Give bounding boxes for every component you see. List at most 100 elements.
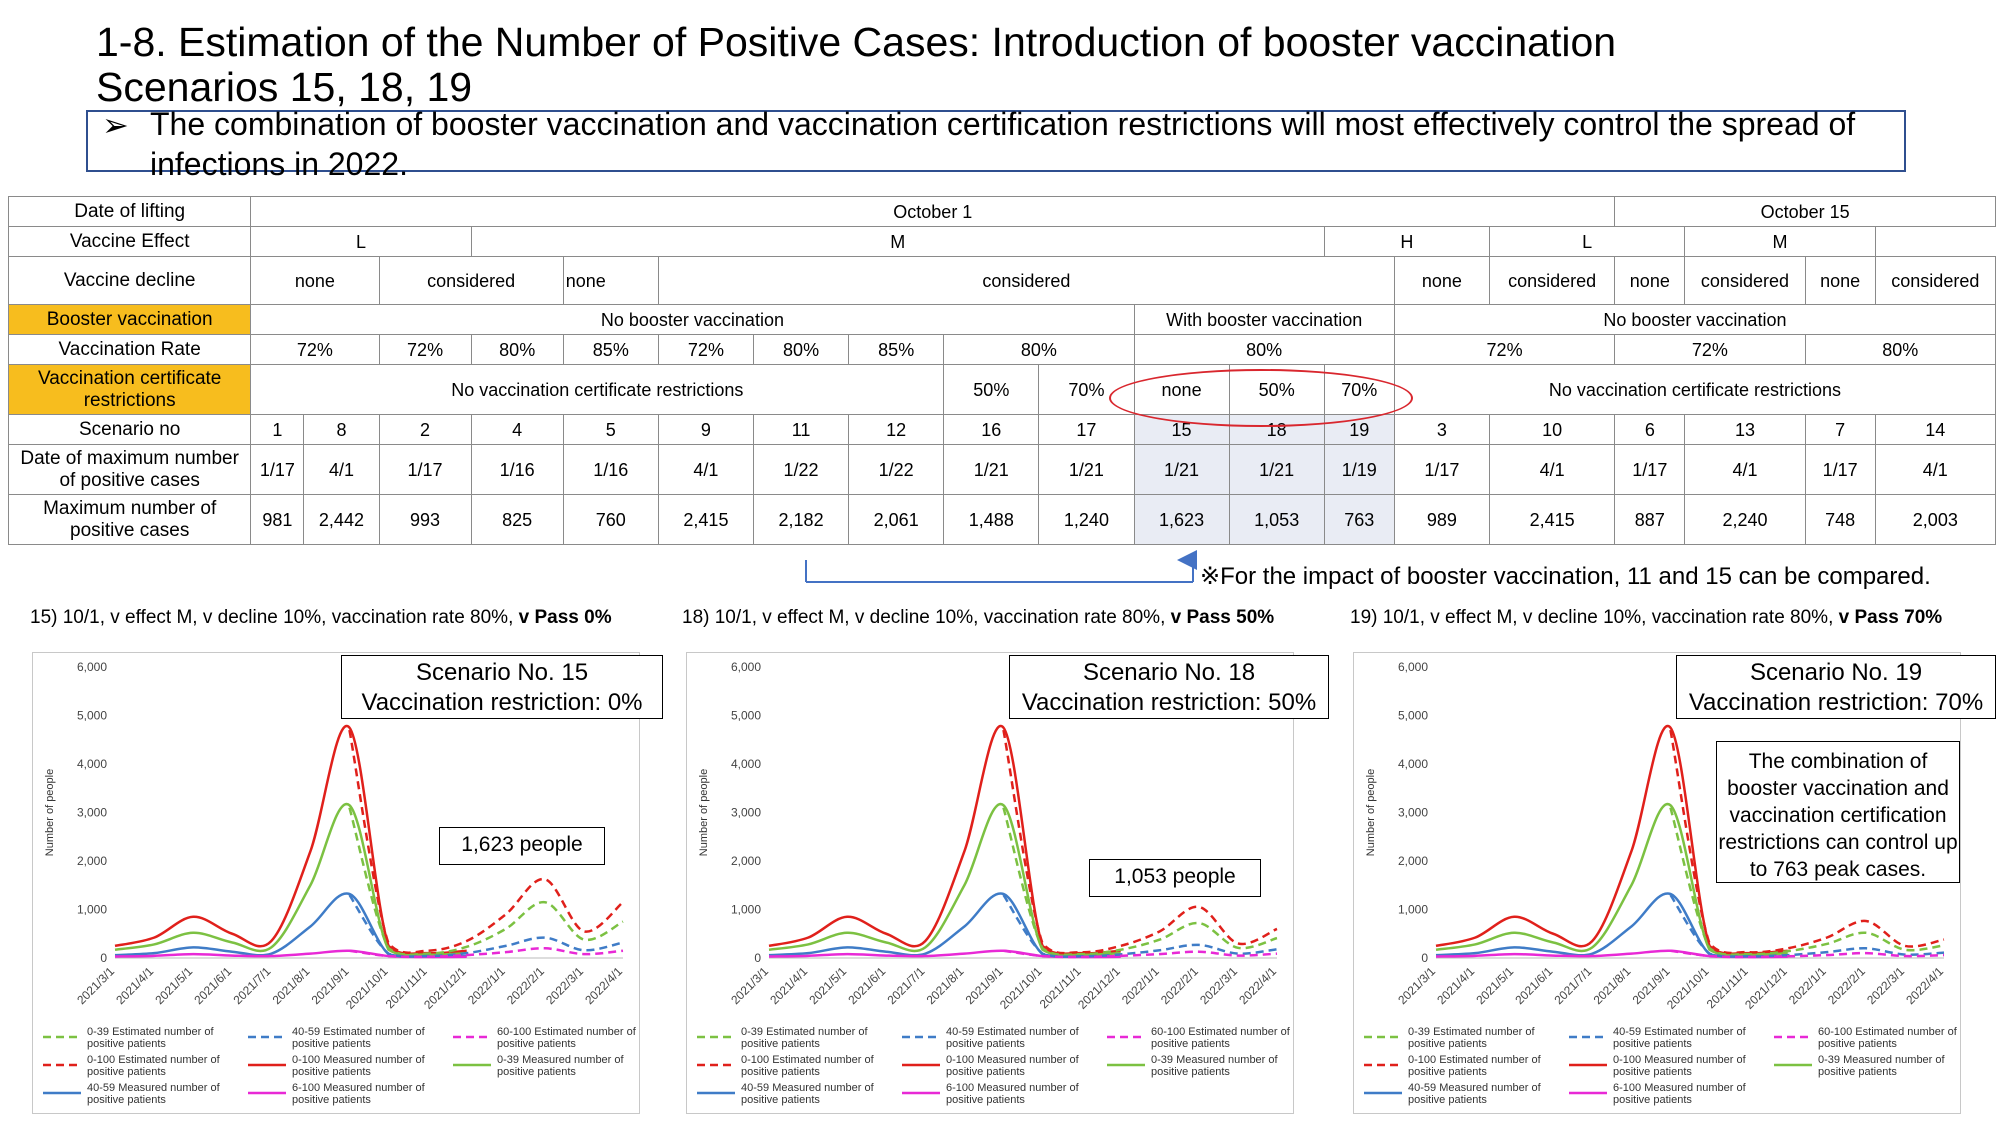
x-tick-label: 2022/1/1 [1119,964,1162,1007]
scenario-no-cell: 1 [250,414,305,445]
page-title: 1-8. Estimation of the Number of Positiv… [96,20,1616,110]
legend-label: 6-100 Measured number of positive patient… [292,1082,426,1106]
x-tick-label: 2022/2/1 [1158,964,1201,1007]
max-cases-cell: 989 [1393,494,1490,545]
scenario-callout: Scenario No. 19 Vaccination restriction: … [1676,655,1996,719]
callout-line-1: Scenario No. 19 [1749,659,1923,686]
row-label-date-max: Date of maximum number of positive cases [7,444,252,495]
scenario-no-cell: 14 [1874,414,1997,445]
decline-cell: considered [1874,256,1997,305]
scenario-no-cell: 8 [303,414,380,445]
decline-cell: considered [657,256,1395,305]
legend-label: 0-100 Estimated number of positive patien… [741,1054,875,1078]
max-cases-cell: 825 [470,494,564,545]
panel-caption-18: 18) 10/1, v effect M, v decline 10%, vac… [682,607,1274,629]
y-tick-label: 0 [1421,951,1428,965]
title-line-1: 1-8. Estimation of the Number of Positiv… [96,19,1617,65]
scenario-no-cell: 12 [848,414,945,445]
row-label-vaccine-decline: Vaccine decline [7,256,252,305]
legend-label: 40-59 Measured number of positive patient… [1408,1082,1542,1106]
date-max-cell: 1/22 [848,444,945,495]
x-tick-label: 2022/1/1 [1786,964,1829,1007]
rate-cell: 80% [1804,334,1997,365]
y-tick-label: 3,000 [77,806,107,820]
series-line [349,947,624,959]
date-max-cell: 1/16 [470,444,564,495]
row-label-vaccine-effect: Vaccine Effect [7,226,252,257]
scenario-no-cell: 5 [562,414,659,445]
x-tick-label: 2021/4/1 [767,964,810,1007]
x-tick-label: 2021/3/1 [728,964,771,1007]
x-tick-label: 2021/8/1 [924,964,967,1007]
max-cases-cell: 887 [1614,494,1686,545]
scenario-no-cell: 9 [657,414,755,445]
y-axis-label: Number of people [1365,769,1377,856]
y-tick-label: 3,000 [1398,806,1428,820]
caption-bold: v Pass 70% [1838,607,1943,628]
caption-bold: v Pass 0% [518,607,612,628]
row-label-max-cases: Maximum number of positive cases [7,494,252,545]
row-label-scenario-no: Scenario no [7,414,252,445]
x-tick-label: 2021/6/1 [191,964,234,1007]
legend-label: 40-59 Estimated number of positive patien… [1613,1026,1747,1050]
date-max-cell: 1/21 [1038,444,1135,495]
rate-cell: 80% [470,334,564,365]
bullet-box [86,110,1906,172]
scenario-no-cell: 13 [1684,414,1806,445]
y-tick-label: 2,000 [1398,854,1428,868]
max-cases-cell: 1,053 [1228,494,1325,545]
scenario-callout: Scenario No. 18 Vaccination restriction: … [1009,655,1329,719]
y-tick-label: 0 [100,951,107,965]
comparison-note: ※For the impact of booster vaccination, … [1200,563,1931,590]
peak-label: 1,623 people [439,827,605,865]
decline-cell: none [1614,256,1686,305]
y-tick-label: 2,000 [731,854,761,868]
effect-M-oct15: M [1684,226,1876,257]
x-tick-label: 2022/4/1 [1903,964,1946,1007]
chart-panel-18: 0 1,000 2,000 3,000 4,000 5,000 6,000 Number of… [686,652,1329,1114]
series-line [1669,807,1945,956]
panel-caption-19: 19) 10/1, v effect M, v decline 10%, vac… [1350,607,1942,629]
x-tick-label: 2021/7/1 [230,964,273,1007]
panel-caption-15: 15) 10/1, v effect M, v decline 10%, vac… [30,607,612,629]
x-tick-label: 2021/10/1 [343,964,391,1012]
x-tick-label: 2022/2/1 [504,964,547,1007]
date-max-cell: 1/17 [1393,444,1490,495]
legend-label: 0-39 Measured number of positive patients [1151,1054,1279,1078]
caption-bold: v Pass 50% [1170,607,1275,628]
title-line-2: Scenarios 15, 18, 19 [96,64,473,110]
series-line [1002,894,1278,958]
max-cases-cell: 2,240 [1684,494,1806,545]
decline-cell: considered [1684,256,1806,305]
caption-text: 18) 10/1, v effect M, v decline 10%, vac… [682,607,1171,628]
x-tick-label: 2021/12/1 [1075,964,1123,1012]
y-tick-label: 4,000 [1398,757,1428,771]
scenario-no-cell: 17 [1038,414,1135,445]
row-label-booster: Booster vaccination [7,304,252,335]
date-max-cell: 1/17 [378,444,472,495]
date-max-cell: 1/22 [752,444,850,495]
x-tick-label: 2021/6/1 [1512,964,1555,1007]
legend-label: 6-100 Measured number of positive patient… [1613,1082,1747,1106]
scenario-callout: Scenario No. 15 Vaccination restriction: … [341,655,663,719]
rate-cell: 72% [250,334,380,365]
rate-cell: 80% [943,334,1135,365]
bullet-text: The combination of booster vaccination a… [150,106,1856,182]
series-line [1670,949,1945,959]
y-tick-label: 5,000 [731,709,761,723]
max-cases-cell: 993 [378,494,472,545]
legend-label: 0-39 Estimated number of positive patient… [1408,1026,1536,1050]
y-tick-label: 1,000 [731,903,761,917]
chart-panel-15: 0 1,000 2,000 3,000 4,000 5,000 6,000 Number of… [32,652,663,1114]
date-max-cell: 1/16 [562,444,659,495]
callout-line-2: Vaccination restriction: 70% [1688,689,1984,716]
max-cases-cell: 1,623 [1133,494,1230,545]
legend-label: 0-100 Estimated number of positive patien… [1408,1054,1542,1078]
caption-text: 19) 10/1, v effect M, v decline 10%, vac… [1350,607,1839,628]
series-line [1003,949,1278,959]
rate-cell: 72% [1614,334,1806,365]
x-tick-label: 2021/3/1 [74,964,117,1007]
x-tick-label: 2022/3/1 [1197,964,1240,1007]
y-tick-label: 0 [754,951,761,965]
